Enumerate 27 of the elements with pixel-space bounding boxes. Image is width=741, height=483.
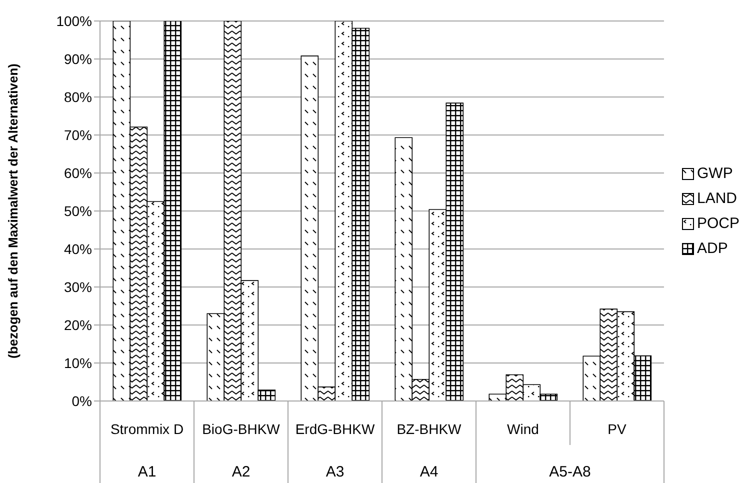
text: A3 [326, 464, 344, 480]
legend-label: POCP [697, 215, 740, 232]
text: A2 [232, 464, 250, 480]
legend-label: GWP [697, 165, 733, 182]
y-tick-label: 30% [64, 278, 92, 295]
y-tick-label: 50% [64, 202, 92, 219]
x-tick-label: Wind [507, 421, 539, 437]
y-axis-title: (bezogen auf den Maximalwert der Alternativen) [6, 64, 20, 358]
legend-label: LAND [697, 190, 738, 207]
text: A1 [138, 464, 156, 480]
x-tick-label: BZ-BHKW [396, 421, 462, 437]
text: A5-A8 [549, 464, 591, 480]
x-tick-label: BioG-BHKW [202, 421, 281, 437]
y-tick-label: 60% [64, 164, 92, 181]
y-tick-label: 80% [64, 88, 92, 105]
text: A4 [420, 464, 438, 480]
y-tick-label: 70% [64, 126, 92, 143]
y-tick-label: 90% [64, 50, 92, 67]
x-tick-label: ErdG-BHKW [295, 421, 376, 437]
y-tick-label: 10% [64, 354, 92, 371]
y-tick-label: 0% [72, 392, 92, 409]
y-tick-label: 20% [64, 316, 92, 333]
legend-label: ADP [697, 240, 728, 257]
y-tick-label: 40% [64, 240, 92, 257]
y-tick-label: 100% [56, 12, 92, 29]
x-tick-label: Strommix D [110, 421, 184, 437]
x-tick-label: PV [608, 421, 627, 437]
